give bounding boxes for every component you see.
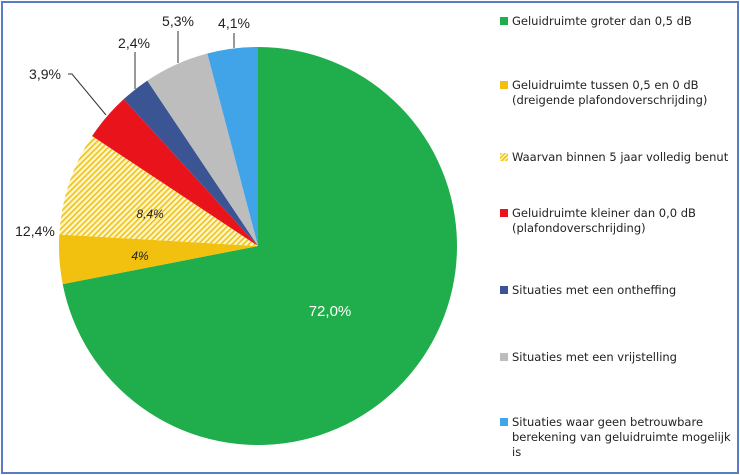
pie-slice-1 [58, 234, 258, 285]
legend-swatch [500, 353, 508, 361]
legend-label: Geluidruimte groter dan 0,5 dB [512, 14, 692, 28]
data-label-6: 4,1% [218, 15, 250, 31]
legend-label: Situaties waar geen betrouwbare berekeni… [512, 415, 731, 459]
leader-line [68, 73, 107, 116]
legend-item: Waarvan binnen 5 jaar volledig benut [500, 150, 728, 165]
pie-slice-6 [207, 47, 258, 246]
group-data-label: 12,4% [15, 223, 55, 239]
legend-item: Situaties met een vrijstelling [500, 350, 677, 365]
legend-item: Situaties waar geen betrouwbare berekeni… [500, 415, 736, 460]
legend-label: Situaties met een ontheffing [512, 283, 677, 297]
data-label-5: 5,3% [162, 13, 194, 29]
data-label-3: 3,9% [29, 66, 61, 82]
legend-label: Geluidruimte kleiner dan 0,0 dB (plafond… [512, 206, 696, 235]
pie-slice-0 [62, 47, 458, 445]
legend-swatch [500, 286, 508, 294]
legend-item: Geluidruimte tussen 0,5 en 0 dB (dreigen… [500, 78, 736, 108]
legend-swatch [500, 209, 508, 217]
legend-item: Situaties met een ontheffing [500, 283, 676, 298]
data-label-2: 8,4% [136, 207, 164, 221]
legend: Geluidruimte groter dan 0,5 dB Geluidruim… [500, 0, 736, 470]
legend-label: Situaties met een vrijstelling [512, 350, 677, 364]
pie-slice-4 [123, 80, 258, 246]
data-label-0: 72,0% [309, 303, 352, 320]
data-label-4: 2,4% [118, 35, 150, 51]
pie-slice-3 [92, 99, 259, 246]
pie-slice-2 [59, 136, 259, 246]
legend-swatch [500, 81, 508, 89]
legend-label: Waarvan binnen 5 jaar volledig benut [512, 150, 729, 164]
legend-swatch [500, 418, 508, 426]
pie-slice-5 [147, 53, 258, 246]
legend-label: Geluidruimte tussen 0,5 en 0 dB (dreigen… [512, 78, 708, 107]
legend-swatch [500, 17, 508, 25]
legend-item: Geluidruimte groter dan 0,5 dB [500, 14, 692, 29]
legend-item: Geluidruimte kleiner dan 0,0 dB (plafond… [500, 206, 736, 236]
data-label-1: 4% [131, 249, 149, 263]
legend-swatch [500, 153, 508, 161]
